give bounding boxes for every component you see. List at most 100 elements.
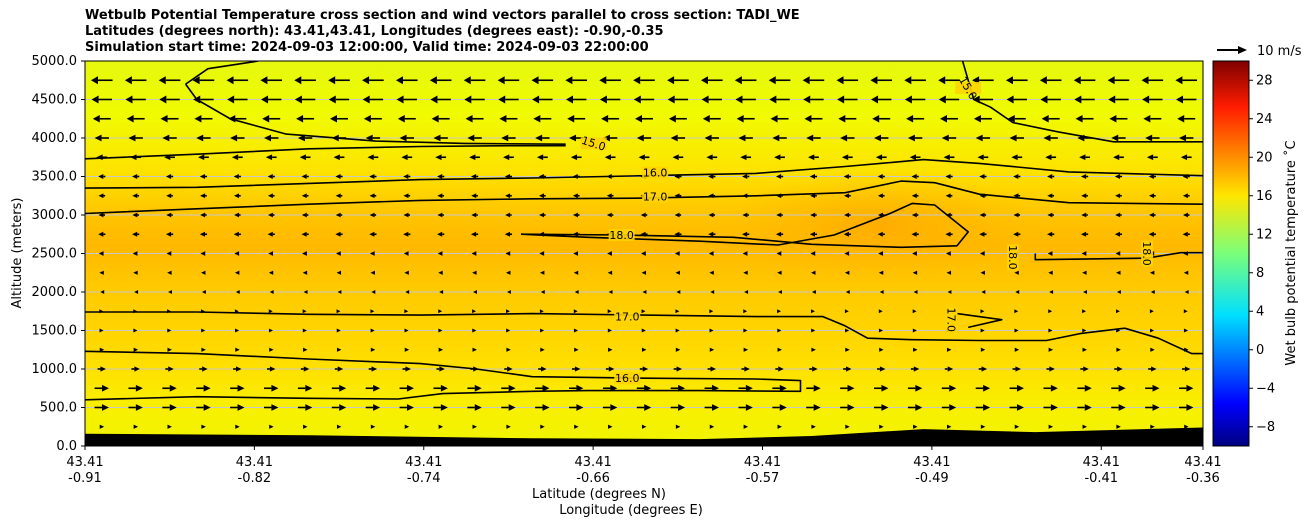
contour-label-bg-7	[945, 306, 958, 333]
contour-label-9: 16.0	[615, 372, 640, 385]
wind-vector-head-10-17	[675, 270, 680, 275]
wind-vector-head-8-1	[132, 231, 138, 237]
contour-line-15-0	[185, 61, 259, 85]
wind-vector-head-13-12	[506, 328, 511, 333]
wind-vector-head-18-0	[99, 424, 105, 429]
wind-vector-head-18-21	[811, 424, 816, 429]
wind-vector-head-4-8	[367, 154, 374, 161]
wind-vector-head-12-6	[302, 309, 307, 314]
wind-vector-head-10-18	[709, 270, 714, 275]
contour-label-bg-1	[955, 81, 982, 94]
wind-vector-head-14-19	[743, 347, 749, 352]
wind-vector-head-16-24	[915, 384, 923, 392]
wind-vector-head-6-7	[335, 193, 341, 199]
wind-vector-head-15-2	[168, 366, 174, 372]
wind-vector-head-8-28	[1047, 231, 1053, 237]
plot-area	[85, 61, 1203, 446]
wind-vector-head-12-27	[1014, 309, 1019, 314]
wind-vector-head-9-29	[1081, 251, 1087, 256]
x-tick-lat-3: 43.41	[575, 455, 612, 470]
wind-vector-head-14-25	[946, 347, 952, 352]
wind-vector-head-2-20	[770, 114, 778, 123]
wind-vector-head-14-26	[980, 347, 986, 352]
wind-vector-head-5-14	[572, 174, 578, 179]
wind-vector-head-4-30	[1113, 154, 1120, 161]
wind-vector-head-8-27	[1013, 231, 1019, 237]
wind-vector-head-7-24	[911, 212, 917, 218]
wind-vector-head-15-6	[303, 366, 310, 372]
wind-vector-head-5-4	[233, 174, 239, 179]
wind-vector-head-5-20	[775, 174, 782, 179]
wind-vector-head-4-16	[638, 154, 645, 161]
wind-vector-head-10-12	[506, 270, 511, 275]
wind-vector-head-1-21	[803, 95, 811, 104]
wind-vector-head-8-0	[98, 231, 104, 237]
wind-vector-head-8-17	[674, 231, 680, 237]
wind-vector-head-17-26	[983, 404, 991, 411]
wind-vector-head-10-0	[99, 270, 104, 275]
contour-label-bg-2	[642, 166, 669, 179]
wind-vector-head-6-6	[301, 193, 307, 199]
wind-vector-head-4-13	[536, 154, 544, 161]
wind-vector-head-15-29	[1083, 366, 1089, 372]
colorbar-scale	[1212, 60, 1250, 447]
wind-vector-head-0-19	[734, 76, 742, 85]
x-tick-lon-6: -0.41	[1084, 471, 1118, 486]
wind-vector-head-1-11	[464, 95, 472, 104]
wind-vector-head-4-31	[1146, 154, 1154, 161]
wind-vector-head-12-4	[234, 309, 239, 314]
wind-vector-head-1-31	[1142, 95, 1150, 104]
wind-vector-head-0-27	[1005, 76, 1013, 85]
wind-vector-head-15-31	[1151, 366, 1157, 372]
wind-vector-head-2-17	[668, 114, 676, 123]
wind-vector-head-5-10	[437, 174, 443, 179]
wind-vector-head-14-1	[133, 347, 139, 352]
colorbar-tick-label-4: 8	[1256, 266, 1264, 281]
wind-vector-head-3-9	[399, 134, 407, 142]
quiver-key-label: 10 m/s	[1257, 44, 1302, 59]
wind-vector-head-7-28	[1047, 212, 1053, 218]
wind-vector-head-9-16	[641, 251, 646, 256]
wind-vector-head-2-22	[838, 114, 846, 123]
wind-vector-head-13-30	[1116, 328, 1121, 333]
wind-vector-head-9-24	[912, 251, 917, 256]
wind-vector-head-1-10	[430, 95, 438, 104]
wind-vector-head-14-9	[404, 347, 410, 352]
x-tick-lat-7: 43.41	[1184, 455, 1221, 470]
contour-label-bg-0	[580, 137, 607, 150]
wind-vector-head-10-4	[234, 270, 240, 275]
wind-vector-head-6-21	[810, 193, 816, 199]
wind-vector-head-14-20	[777, 347, 782, 352]
wind-vector-head-18-20	[777, 424, 782, 429]
wind-vector-head-2-19	[736, 114, 744, 123]
wind-vector-head-9-20	[776, 251, 782, 256]
wind-vector-head-14-17	[675, 347, 681, 352]
chart-title-line-1: Wetbulb Potential Temperature cross sect…	[85, 8, 800, 23]
contour-label-bg-9	[614, 372, 641, 385]
wind-vector-head-10-22	[844, 270, 850, 275]
wind-vector-head-1-27	[1006, 95, 1014, 104]
wind-vector-head-14-5	[269, 347, 274, 352]
wind-vector-head-6-3	[200, 193, 206, 199]
wind-vector-head-10-2	[167, 270, 172, 275]
wind-vector-head-4-20	[774, 154, 781, 161]
wind-vector-head-16-1	[135, 384, 143, 392]
contour-line-17-5	[85, 180, 1203, 215]
wind-vector-head-10-20	[777, 270, 782, 275]
wind-vector-head-2-23	[872, 114, 880, 123]
wind-vector-head-8-5	[267, 231, 273, 237]
wind-vector-head-1-18	[701, 95, 709, 104]
wind-vector-head-12-21	[811, 309, 815, 314]
wind-vector-head-18-2	[167, 424, 172, 429]
wind-vector-head-9-18	[708, 251, 714, 256]
wind-vector-head-13-18	[709, 328, 714, 333]
wind-vector-head-17-20	[779, 404, 787, 411]
wind-vector-head-15-17	[676, 366, 683, 372]
wind-vector-head-1-7	[328, 95, 336, 104]
wind-vector-head-2-24	[906, 114, 914, 123]
wind-vector-head-12-10	[438, 309, 443, 314]
wind-vector-head-10-11	[472, 270, 477, 275]
wind-vector-head-0-14	[565, 76, 573, 85]
wind-vector-head-7-9	[403, 212, 409, 218]
wind-vector-head-15-16	[642, 366, 649, 372]
